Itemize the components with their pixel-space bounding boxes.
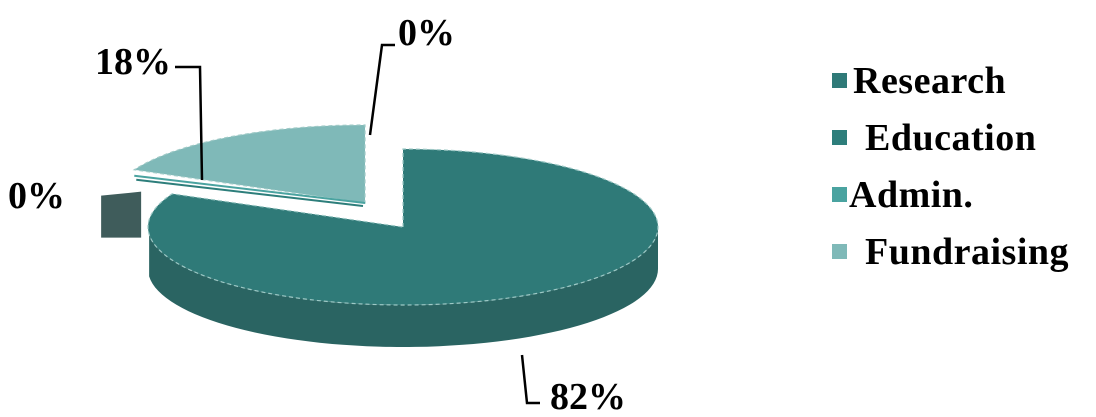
legend-label-admin: Admin. (849, 173, 974, 216)
legend-label-research: Research (853, 59, 1007, 102)
fundraising-slice-side (101, 191, 142, 238)
leader-lines (175, 43, 540, 405)
research-slice-side (149, 227, 658, 348)
pie-chart: 18% 0% 0% 82% (8, 12, 659, 417)
leader-research (520, 354, 540, 405)
legend-swatch-fundraising (832, 244, 847, 259)
legend-item-research: Research (832, 52, 1069, 109)
data-label-education: 0% (398, 12, 455, 54)
data-labels: 18% 0% 0% 82% (8, 12, 626, 417)
data-label-admin: 0% (8, 175, 65, 217)
legend: Research Education Admin. Fundraising (832, 52, 1069, 280)
legend-swatch-admin (832, 187, 847, 202)
legend-item-fundraising: Fundraising (832, 223, 1069, 280)
admin-slice (134, 174, 366, 204)
legend-item-admin: Admin. (832, 166, 1069, 223)
legend-swatch-research (832, 73, 847, 88)
data-label-research: 82% (550, 376, 626, 417)
leader-education (368, 43, 395, 136)
legend-label-fundraising: Fundraising (865, 230, 1070, 273)
legend-item-education: Education (832, 109, 1069, 166)
legend-label-education: Education (865, 116, 1037, 159)
research-slice (147, 148, 659, 306)
leader-fundraising (175, 65, 204, 181)
fundraising-slice (132, 124, 366, 204)
legend-swatch-education (832, 130, 847, 145)
education-slice (136, 178, 364, 207)
pie-slices (101, 124, 659, 348)
data-label-fundraising: 18% (95, 41, 171, 83)
